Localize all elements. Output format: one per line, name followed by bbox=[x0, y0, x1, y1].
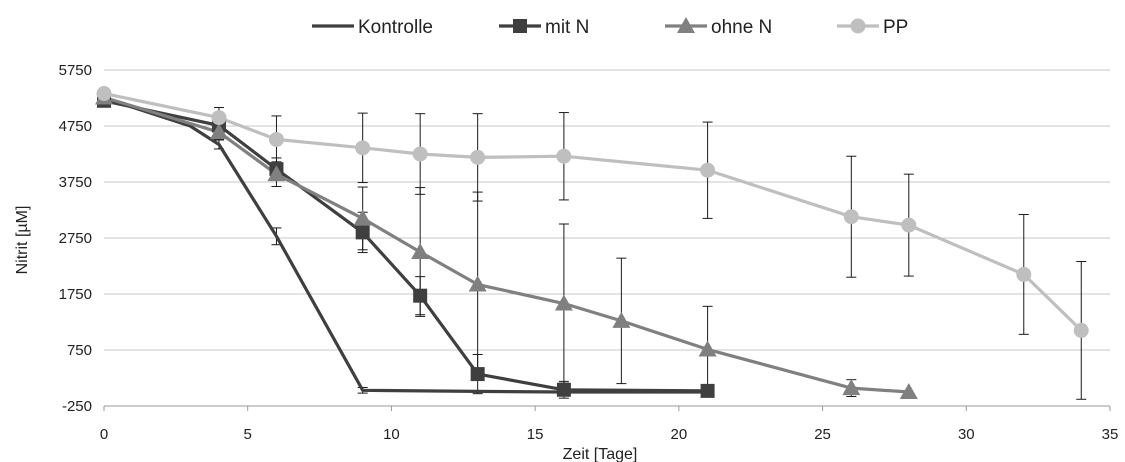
x-tick-label: 10 bbox=[383, 426, 400, 443]
data-point bbox=[843, 209, 859, 225]
data-point bbox=[468, 275, 487, 292]
x-tick-label: 35 bbox=[1102, 426, 1119, 443]
gridlines bbox=[104, 69, 1110, 407]
series-line bbox=[103, 99, 708, 393]
data-point bbox=[899, 383, 918, 399]
data-point bbox=[700, 383, 715, 398]
data-point bbox=[470, 367, 485, 382]
x-tick-label: 20 bbox=[671, 426, 688, 443]
legend-label: PP bbox=[883, 17, 908, 38]
y-tick-label: 5750 bbox=[59, 62, 92, 79]
legend-marker bbox=[513, 19, 527, 33]
data-point bbox=[353, 209, 372, 226]
data-point bbox=[211, 110, 227, 126]
data-point bbox=[698, 340, 717, 357]
x-tick-label: 0 bbox=[100, 426, 108, 443]
series-line bbox=[103, 96, 708, 394]
legend-label: mit N bbox=[545, 17, 589, 38]
data-point bbox=[612, 311, 631, 328]
x-tick-label: 15 bbox=[527, 426, 544, 443]
y-tick-label: 750 bbox=[67, 342, 92, 359]
data-point bbox=[554, 294, 573, 311]
data-point bbox=[842, 379, 861, 396]
data-point bbox=[1073, 322, 1089, 338]
data-point bbox=[556, 382, 571, 397]
x-axis-title: Zeit [Tage] bbox=[563, 446, 638, 462]
legend: Kontrolle mit N ohne N PP bbox=[312, 17, 908, 38]
data-point bbox=[268, 131, 284, 147]
series-line bbox=[103, 91, 1083, 332]
series-line bbox=[103, 95, 909, 394]
y-tick-label: -250 bbox=[62, 398, 92, 415]
legend-label: Kontrolle bbox=[358, 17, 433, 38]
y-tick-label: 1750 bbox=[59, 286, 92, 303]
data-point bbox=[267, 165, 286, 182]
x-tick-label: 25 bbox=[814, 426, 831, 443]
data-point bbox=[209, 123, 228, 140]
y-axis-title: Nitrit [µM] bbox=[14, 206, 31, 275]
data-point bbox=[96, 86, 112, 102]
data-point bbox=[413, 288, 428, 303]
series-markers bbox=[95, 86, 1089, 399]
series-lines bbox=[103, 91, 1083, 394]
data-point bbox=[412, 146, 428, 162]
y-tick-label: 2750 bbox=[59, 230, 92, 247]
legend-marker bbox=[677, 17, 695, 33]
legend-label: ohne N bbox=[711, 17, 772, 38]
data-point bbox=[355, 225, 370, 240]
y-tick-label: 4750 bbox=[59, 118, 92, 135]
data-point bbox=[1016, 266, 1032, 282]
data-point bbox=[700, 162, 716, 178]
y-axis-ticks: -250 750 1750 2750 3750 4750 5750 bbox=[59, 62, 92, 415]
x-tick-label: 30 bbox=[958, 426, 975, 443]
x-tick-label: 5 bbox=[244, 426, 252, 443]
y-tick-label: 3750 bbox=[59, 174, 92, 191]
legend-marker bbox=[850, 18, 866, 34]
data-point bbox=[470, 149, 486, 165]
data-point bbox=[411, 243, 430, 259]
x-axis-ticks: 0 5 10 15 20 25 30 35 bbox=[100, 406, 1119, 443]
data-point bbox=[355, 140, 371, 156]
data-point bbox=[901, 217, 917, 233]
data-point bbox=[556, 148, 572, 164]
